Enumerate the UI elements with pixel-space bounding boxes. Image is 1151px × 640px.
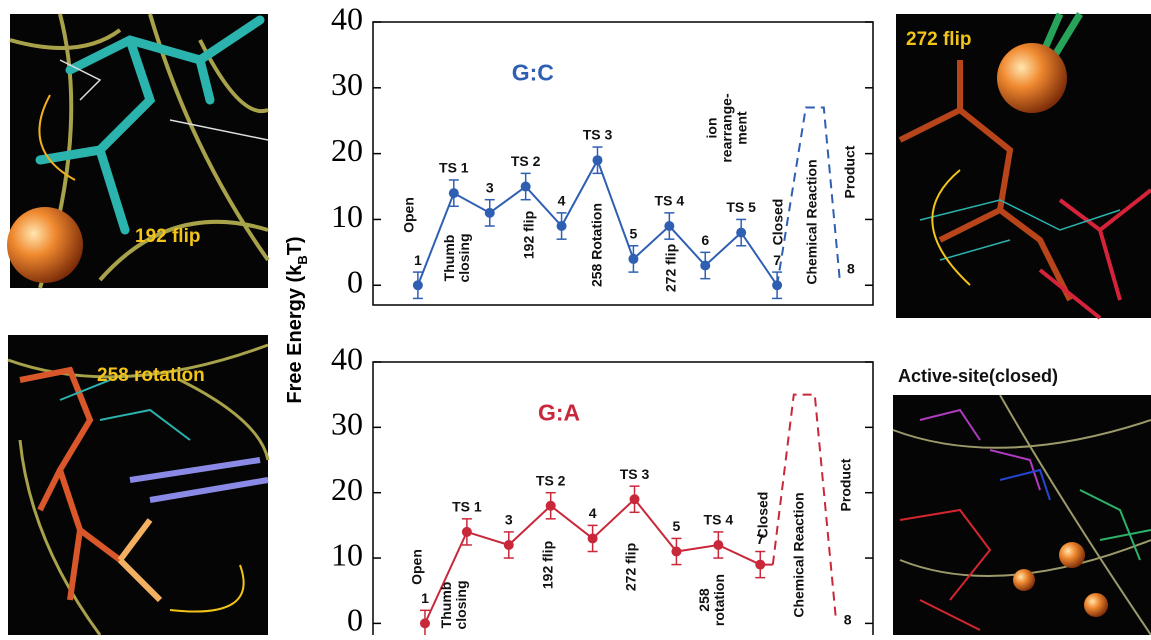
point-label: 1 xyxy=(414,252,422,268)
panel-192: 192 flip xyxy=(7,14,268,288)
point-label: TS 2 xyxy=(536,472,566,488)
state-label: Chemical Reaction xyxy=(791,492,807,617)
state-label: 192 flip xyxy=(540,541,556,589)
product-label: 8 xyxy=(844,612,852,628)
point xyxy=(630,494,640,504)
y-tick-label: 20 xyxy=(331,132,363,168)
point-label: TS 5 xyxy=(726,199,756,215)
point-label: 7 xyxy=(773,252,781,268)
state-label: ion xyxy=(704,118,720,139)
point xyxy=(755,560,765,570)
state-label: rearrange- xyxy=(719,93,735,163)
state-label: Thumb xyxy=(438,582,454,629)
point-label: TS 2 xyxy=(511,153,541,169)
state-label: Closed xyxy=(770,199,786,246)
y-tick-label: 0 xyxy=(347,264,363,300)
state-label: Chemical Reaction xyxy=(804,159,820,284)
panel-active-site: Active-site(closed) xyxy=(893,366,1151,635)
chart-title: G:C xyxy=(512,60,554,86)
product-label: 8 xyxy=(847,261,855,277)
y-tick-label: 0 xyxy=(347,602,363,635)
panel-272: 272 flip xyxy=(896,14,1151,318)
y-tick-label: 30 xyxy=(331,406,363,442)
point-label: 6 xyxy=(701,232,709,248)
point xyxy=(713,540,723,550)
point xyxy=(413,280,423,290)
point-label: TS 1 xyxy=(452,499,482,515)
point-label: 4 xyxy=(558,193,566,209)
point xyxy=(628,254,638,264)
point xyxy=(664,221,674,231)
y-axis-label-part: T) xyxy=(284,236,306,255)
point xyxy=(521,182,531,192)
panel-label: Active-site(closed) xyxy=(898,366,1058,386)
y-axis-label: Free Energy (kBT) xyxy=(284,236,310,403)
state-label: closing xyxy=(453,580,469,629)
point-label: 5 xyxy=(673,518,681,534)
state-label: 258 Rotation xyxy=(589,203,605,287)
state-label: rotation xyxy=(711,574,727,626)
point-label: 3 xyxy=(505,512,513,528)
panel-258: 258 rotation xyxy=(8,335,268,635)
point xyxy=(557,221,567,231)
y-tick-label: 20 xyxy=(331,471,363,507)
y-axis-label-part: B xyxy=(295,255,310,264)
state-label: Open xyxy=(409,549,425,585)
panel-label: 272 flip xyxy=(906,29,971,50)
point xyxy=(462,527,472,537)
point-label: TS 3 xyxy=(620,466,650,482)
panel-label: 258 rotation xyxy=(97,365,205,386)
point xyxy=(546,501,556,511)
state-label: 192 flip xyxy=(521,211,537,259)
point xyxy=(485,208,495,218)
chart-title: G:A xyxy=(538,399,580,425)
state-label: 272 flip xyxy=(663,244,679,292)
point xyxy=(592,155,602,165)
state-label: 258 xyxy=(696,588,712,612)
y-tick-label: 10 xyxy=(331,536,363,572)
point-label: 5 xyxy=(630,225,638,241)
y-tick-label: 40 xyxy=(331,0,363,36)
point-label: TS 3 xyxy=(583,127,613,143)
point xyxy=(420,618,430,628)
state-label: ment xyxy=(734,111,750,145)
state-label: 272 flip xyxy=(623,543,639,591)
point xyxy=(700,261,710,271)
point-label: 3 xyxy=(486,179,494,195)
state-label: closing xyxy=(456,233,472,282)
panel-label: 192 flip xyxy=(135,226,200,247)
point-label: TS 4 xyxy=(655,193,685,209)
point-label: TS 1 xyxy=(439,160,469,176)
point-label: 4 xyxy=(589,505,597,521)
state-label: Product xyxy=(838,458,854,511)
point xyxy=(736,228,746,238)
state-label: Closed xyxy=(755,492,771,539)
y-tick-label: 40 xyxy=(331,340,363,376)
y-tick-label: 10 xyxy=(331,198,363,234)
point xyxy=(588,533,598,543)
state-label: Thumb xyxy=(441,235,457,282)
y-axis-label-part: Free Energy (k xyxy=(284,264,306,404)
point-label: 1 xyxy=(421,590,429,606)
point xyxy=(772,280,782,290)
figure: 192 flip 258 rotation 272 flip Active-si… xyxy=(0,0,1151,635)
point xyxy=(671,547,681,557)
point xyxy=(504,540,514,550)
point-label: TS 4 xyxy=(704,512,734,528)
state-label: Product xyxy=(842,145,858,198)
point xyxy=(449,188,459,198)
y-tick-label: 30 xyxy=(331,66,363,102)
state-label: Open xyxy=(401,197,417,233)
